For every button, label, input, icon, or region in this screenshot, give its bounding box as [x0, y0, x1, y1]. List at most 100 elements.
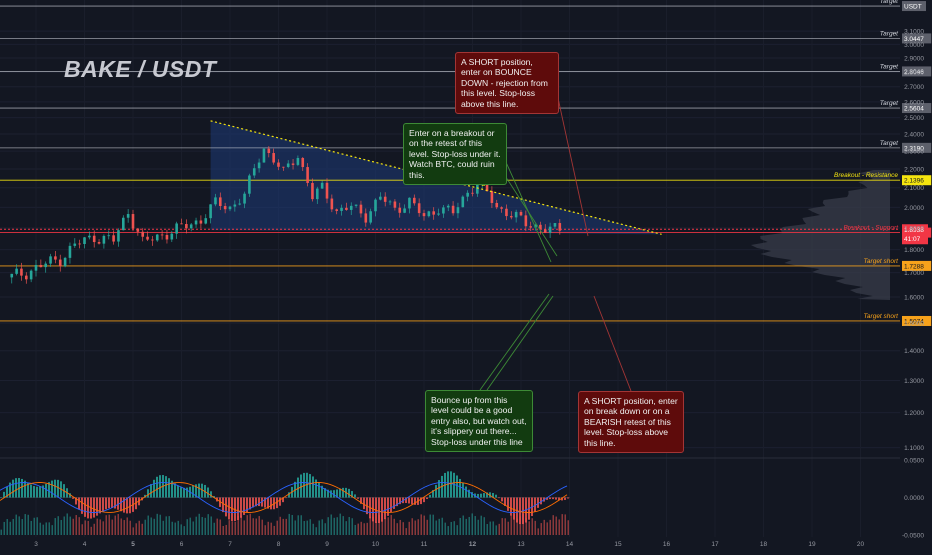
candle-body — [529, 226, 532, 228]
osc-histogram-bar — [69, 493, 71, 498]
volume-bar — [477, 519, 479, 535]
osc-histogram-bar — [120, 497, 122, 512]
annotation-bounce-entry[interactable]: Bounce up from this level could be a goo… — [425, 390, 533, 453]
pointer-breakout-b — [504, 159, 552, 263]
price-tag-bg — [902, 315, 932, 326]
x-tick-label: 14 — [566, 541, 574, 548]
osc-histogram-bar — [561, 497, 563, 501]
volume-bar — [195, 516, 197, 535]
volume-bar — [489, 521, 491, 535]
price-level-label: Target — [880, 100, 899, 107]
volume-bar — [156, 513, 158, 535]
volume-bar — [0, 529, 2, 535]
candle-body — [252, 168, 256, 176]
volume-bar — [9, 521, 11, 535]
osc-histogram-bar — [198, 483, 200, 498]
volume-bar — [444, 522, 446, 535]
candle-body — [257, 162, 261, 169]
volume-bar — [309, 519, 311, 535]
candle-body — [534, 224, 537, 228]
osc-histogram-bar — [249, 497, 251, 510]
volume-bar — [426, 519, 428, 535]
osc-histogram-bar — [294, 481, 296, 498]
candle-body — [238, 203, 241, 205]
price-tag-bg — [902, 175, 932, 186]
osc-histogram-bar — [165, 476, 167, 498]
annotation-breakout-entry[interactable]: Enter on a breakout or on the retest of … — [403, 123, 507, 186]
volume-bar — [363, 523, 365, 535]
volume-bar — [228, 520, 230, 535]
y-tick-label: 1.1000 — [904, 445, 924, 452]
price-tag-text: 2.8046 — [904, 69, 924, 76]
osc-histogram-bar — [342, 487, 344, 498]
volume-bar — [243, 520, 245, 535]
candle-body — [456, 207, 460, 214]
y-tick-label: 1.9000 — [904, 225, 924, 232]
osc-histogram-bar — [210, 491, 212, 498]
volume-bar — [204, 517, 206, 535]
candle-body — [388, 201, 392, 203]
volume-bar — [300, 515, 302, 535]
osc-histogram-bar — [174, 483, 176, 498]
volume-bar — [567, 520, 569, 535]
candle-body — [437, 213, 440, 215]
osc-histogram-bar — [306, 472, 308, 498]
osc-histogram-bar — [180, 487, 182, 498]
volume-bar — [96, 518, 98, 535]
volume-bar — [552, 515, 554, 535]
osc-histogram-bar — [183, 487, 185, 498]
annotation-short-bounce[interactable]: A SHORT position, enter on BOUNCE DOWN -… — [455, 52, 559, 115]
volume-bar — [495, 525, 497, 535]
volume-bar — [60, 519, 62, 535]
osc-histogram-bar — [462, 482, 464, 498]
candle-body — [548, 226, 552, 233]
volume-bar — [42, 524, 44, 535]
volume-bar — [318, 520, 320, 535]
osc-histogram-bar — [84, 497, 86, 517]
candle-body — [364, 213, 368, 223]
volume-bar — [447, 526, 449, 535]
osc-histogram-bar — [438, 480, 440, 498]
volume-bar — [93, 523, 95, 535]
volume-bar — [555, 516, 557, 535]
osc-histogram-bar — [24, 480, 26, 498]
y-tick-label: 2.7000 — [904, 84, 924, 91]
volume-bar — [27, 514, 29, 535]
volume-bar — [468, 516, 470, 535]
osc-histogram-bar — [228, 497, 230, 520]
volume-bar — [411, 518, 413, 535]
price-tag-bg — [902, 66, 932, 77]
candle-body — [117, 230, 120, 242]
x-tick-label: 6 — [180, 541, 184, 548]
osc-histogram-bar — [39, 486, 41, 498]
osc-histogram-bar — [201, 483, 203, 498]
volume-bar — [366, 522, 368, 535]
candle-body — [15, 268, 18, 274]
candle-body — [73, 243, 77, 246]
candle-body — [461, 196, 465, 208]
pointer-short-bounce — [557, 97, 589, 237]
annotation-short-breakdown[interactable]: A SHORT position, enter on break down or… — [578, 391, 684, 454]
candle-body — [68, 245, 72, 258]
volume-bar — [459, 517, 461, 535]
candle-body — [88, 235, 91, 238]
volume-bar — [6, 519, 8, 535]
osc-histogram-bar — [348, 488, 350, 498]
osc-histogram-bar — [558, 497, 560, 501]
osc-histogram-bar — [93, 497, 95, 518]
volume-bar — [357, 523, 359, 535]
osc-histogram-bar — [318, 482, 320, 498]
candle-body — [83, 237, 86, 245]
volume-bar — [117, 513, 119, 535]
candle-body — [374, 199, 377, 212]
volume-bar — [441, 517, 443, 535]
candle-body — [345, 207, 348, 210]
volume-bar — [450, 521, 452, 535]
osc-histogram-bar — [192, 485, 194, 498]
volume-bar — [183, 526, 185, 535]
candle-body — [306, 167, 309, 183]
volume-bar — [423, 515, 425, 535]
volume-bar — [135, 523, 137, 535]
candle-body — [122, 217, 125, 231]
